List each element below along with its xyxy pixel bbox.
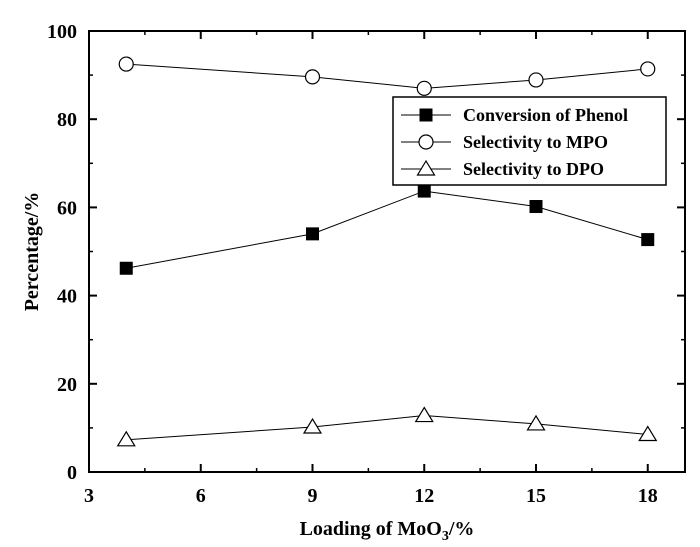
- data-point: [640, 61, 656, 77]
- data-point: [302, 417, 323, 434]
- legend-label: Selectivity to MPO: [463, 132, 608, 152]
- data-point: [304, 69, 321, 85]
- data-point: [526, 414, 546, 431]
- series-line: [126, 190, 648, 269]
- legend-marker: [418, 134, 434, 150]
- series-line: [126, 63, 648, 89]
- y-tick-label: 60: [57, 197, 77, 219]
- tick-labels: 3 6 9 12 15 18 0 20 40 60 80 100: [47, 21, 658, 507]
- x-axis-title-main: Loading of MoO: [300, 518, 442, 540]
- data-point: [528, 72, 544, 88]
- legend-item: Selectivity to DPO: [401, 159, 604, 179]
- x-axis-title-subscript: 3: [442, 529, 449, 544]
- legend-marker: [419, 108, 433, 122]
- legend: Conversion of Phenol Selectivity to MPO Se…: [392, 96, 667, 186]
- data-point: [638, 425, 658, 442]
- x-tick-label: 18: [638, 485, 658, 507]
- legend-marker: [416, 159, 436, 176]
- y-tick-label: 80: [57, 109, 77, 131]
- series-line: [126, 415, 648, 441]
- data-point: [414, 406, 434, 423]
- x-tick-label: 15: [526, 485, 546, 507]
- x-tick-label: 9: [308, 485, 318, 507]
- legend-item: Conversion of Phenol: [401, 105, 628, 125]
- data-point: [529, 200, 543, 214]
- data-point: [116, 430, 136, 447]
- legend-label: Selectivity to DPO: [463, 159, 604, 179]
- data-point: [641, 233, 655, 247]
- series-layer: [116, 56, 658, 447]
- data-point: [119, 261, 133, 275]
- data-point: [416, 80, 432, 96]
- y-tick-label: 100: [47, 21, 77, 43]
- x-tick-label: 3: [84, 485, 94, 507]
- plot-area-frame: [88, 30, 686, 473]
- data-point: [306, 227, 319, 241]
- legend-box: [392, 96, 667, 186]
- data-point: [417, 184, 431, 198]
- y-tick-label: 40: [57, 286, 77, 308]
- series-0: [119, 184, 655, 275]
- y-tick-label: 20: [57, 374, 77, 396]
- y-tick-label: 0: [67, 462, 77, 484]
- x-tick-label: 12: [414, 485, 434, 507]
- x-axis-title-unit: /%: [448, 518, 475, 540]
- series-1: [118, 56, 656, 96]
- legend-item: Selectivity to MPO: [401, 132, 608, 152]
- x-axis-title: Loading of MoO3/%: [300, 518, 475, 544]
- x-tick-label: 6: [196, 485, 206, 507]
- legend-label: Conversion of Phenol: [463, 105, 628, 125]
- y-axis-title: Percentage/%: [21, 192, 43, 312]
- series-2: [116, 406, 658, 447]
- data-point: [118, 56, 134, 72]
